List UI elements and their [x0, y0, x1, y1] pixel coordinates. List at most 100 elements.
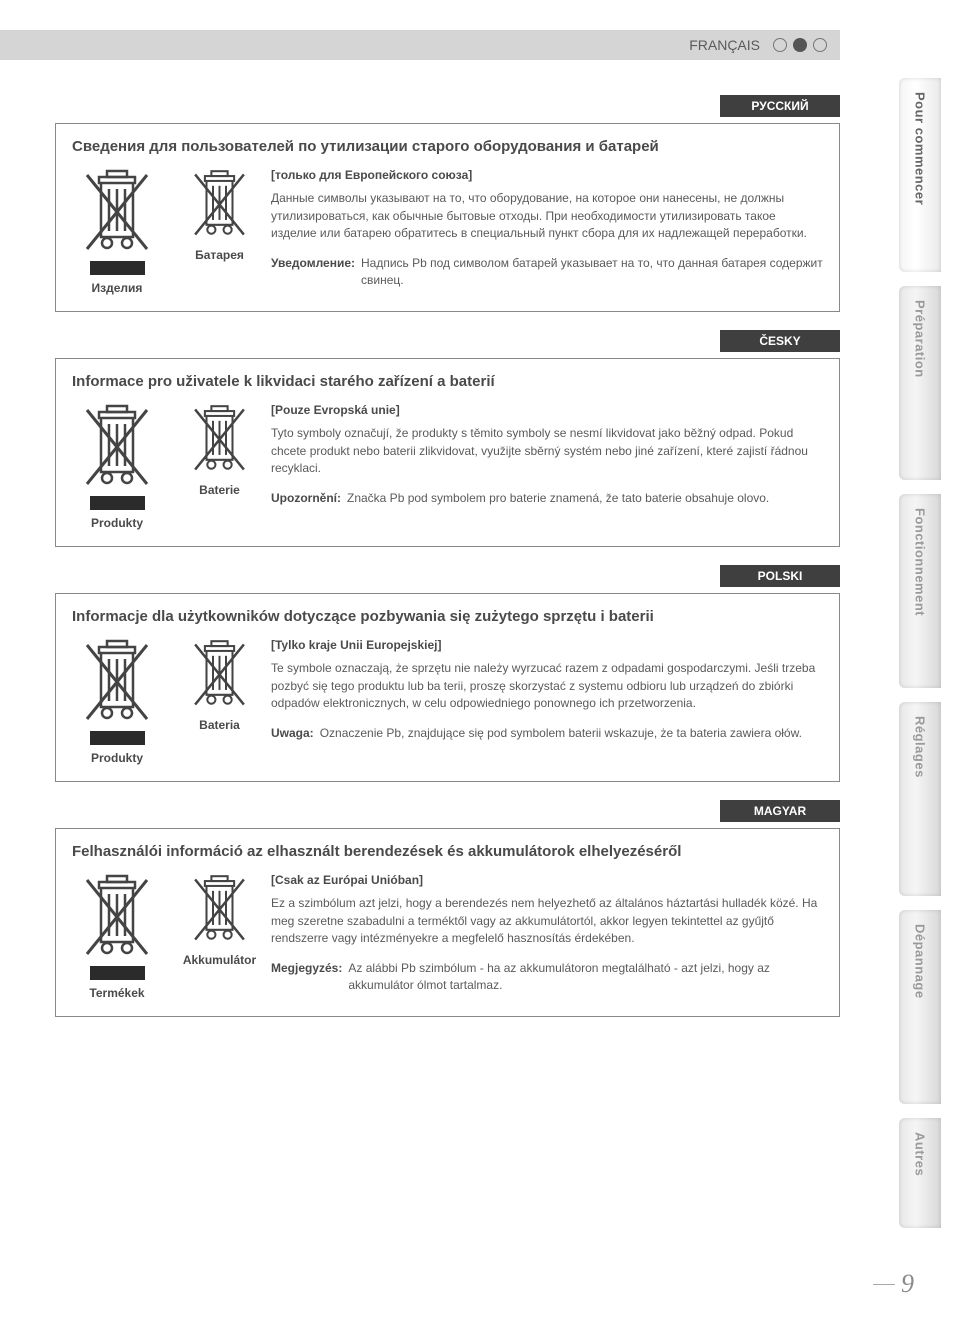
sidebar: Pour commencer Préparation Fonctionnemen…	[899, 78, 954, 1228]
body-text: Данные символы указывают на то, что обор…	[271, 190, 823, 242]
sub-heading: [Pouze Evropská unie]	[271, 402, 823, 419]
notice-row: Upozornění: Značka Pb pod symbolem pro b…	[271, 490, 823, 507]
header-language: FRANÇAIS	[689, 37, 760, 53]
pb-bar	[90, 261, 145, 275]
lang-badge-text: POLSKI	[720, 565, 840, 587]
crossed-bin-icon	[187, 872, 252, 947]
tab-preparation[interactable]: Préparation	[899, 286, 941, 480]
notice-label: Уведомление:	[271, 255, 355, 290]
section-russian: РУССКИЙ Сведения для пользователей по ут…	[55, 95, 840, 312]
tab-pour-commencer[interactable]: Pour commencer	[899, 78, 941, 272]
lang-badge: POLSKI	[55, 565, 840, 587]
body-text: Ez a szimbólum azt jelzi, hogy a berende…	[271, 895, 823, 947]
notice-text: Надпись Pb под символом батарей указывае…	[361, 255, 823, 290]
text-column: [Pouze Evropská unie] Tyto symboly označ…	[271, 402, 823, 530]
tab-label: Préparation	[913, 300, 928, 378]
sub-heading: [только для Европейского союза]	[271, 167, 823, 184]
text-column: [только для Европейского союза] Данные с…	[271, 167, 823, 295]
info-columns: Produkty Bateria [Tylko kraje Unii Europ…	[72, 637, 823, 765]
pb-bar	[90, 966, 145, 980]
crossed-bin-icon	[77, 637, 157, 727]
section-hungarian: MAGYAR Felhasználói információ az elhasz…	[55, 800, 840, 1017]
notice-text: Az alábbi Pb szimbólum - ha az akkumulát…	[348, 960, 823, 995]
bin-icons: Termékek Akkumulátor	[72, 872, 257, 1000]
info-columns: Produkty Baterie [Pouze Evropská unie] T…	[72, 402, 823, 530]
battery-label: Батарея	[195, 248, 244, 262]
lang-badge-text: РУССКИЙ	[720, 95, 840, 117]
notice-label: Megjegyzés:	[271, 960, 342, 995]
lang-badge: ČESKY	[55, 330, 840, 352]
page-number: 9	[901, 1269, 914, 1299]
battery-label: Baterie	[199, 483, 240, 497]
lang-badge: MAGYAR	[55, 800, 840, 822]
battery-bin: Bateria	[182, 637, 257, 765]
notice-row: Uwaga: Oznaczenie Pb, znajdujące się pod…	[271, 725, 823, 742]
section-polish: POLSKI Informacje dla użytkowników dotyc…	[55, 565, 840, 782]
info-box: Сведения для пользователей по утилизации…	[55, 123, 840, 312]
crossed-bin-icon	[187, 637, 252, 712]
tab-label: Fonctionnement	[913, 508, 928, 616]
product-label: Produkty	[91, 516, 143, 530]
battery-label: Akkumulátor	[183, 953, 256, 967]
tab-reglages[interactable]: Réglages	[899, 702, 941, 896]
info-box: Felhasználói információ az elhasznált be…	[55, 828, 840, 1017]
product-bin: Produkty	[72, 637, 162, 765]
lang-badge: РУССКИЙ	[55, 95, 840, 117]
battery-bin: Батарея	[182, 167, 257, 295]
product-label: Изделия	[92, 281, 143, 295]
tab-label: Autres	[913, 1132, 928, 1176]
bin-icons: Изделия Батарея	[72, 167, 257, 295]
product-bin: Termékek	[72, 872, 162, 1000]
product-bin: Изделия	[72, 167, 162, 295]
tab-depannage[interactable]: Dépannage	[899, 910, 941, 1104]
notice-text: Značka Pb pod symbolem pro baterie zname…	[347, 490, 769, 507]
info-box: Informacje dla użytkowników dotyczące po…	[55, 593, 840, 782]
notice-row: Уведомление: Надпись Pb под символом бат…	[271, 255, 823, 290]
tab-label: Pour commencer	[913, 92, 928, 205]
battery-bin: Akkumulátor	[182, 872, 257, 1000]
content-area: РУССКИЙ Сведения для пользователей по ут…	[55, 95, 840, 1035]
tab-fonctionnement[interactable]: Fonctionnement	[899, 494, 941, 688]
info-box: Informace pro uživatele k likvidaci star…	[55, 358, 840, 547]
body-text: Tyto symboly označují, že produkty s těm…	[271, 425, 823, 477]
info-title: Informacje dla użytkowników dotyczące po…	[72, 608, 823, 625]
sub-heading: [Tylko kraje Unii Europejskiej]	[271, 637, 823, 654]
product-label: Termékek	[89, 986, 144, 1000]
header-bar: FRANÇAIS	[0, 30, 840, 60]
tab-autres[interactable]: Autres	[899, 1118, 941, 1228]
body-text: Te symbole oznaczają, że sprzętu nie nal…	[271, 660, 823, 712]
lang-dot-2	[793, 38, 807, 52]
notice-label: Upozornění:	[271, 490, 341, 507]
battery-label: Bateria	[199, 718, 240, 732]
tab-label: Réglages	[913, 716, 928, 778]
text-column: [Csak az Európai Unióban] Ez a szimbólum…	[271, 872, 823, 1000]
bin-icons: Produkty Bateria	[72, 637, 257, 765]
tab-label: Dépannage	[913, 924, 928, 999]
info-title: Informace pro uživatele k likvidaci star…	[72, 373, 823, 390]
info-title: Felhasználói információ az elhasznált be…	[72, 843, 823, 860]
section-czech: ČESKY Informace pro uživatele k likvidac…	[55, 330, 840, 547]
crossed-bin-icon	[77, 872, 157, 962]
info-columns: Изделия Батарея [только для Европейского…	[72, 167, 823, 295]
info-title: Сведения для пользователей по утилизации…	[72, 138, 823, 155]
lang-badge-text: ČESKY	[720, 330, 840, 352]
notice-text: Oznaczenie Pb, znajdujące się pod symbol…	[320, 725, 802, 742]
battery-bin: Baterie	[182, 402, 257, 530]
notice-label: Uwaga:	[271, 725, 314, 742]
lang-badge-text: MAGYAR	[720, 800, 840, 822]
crossed-bin-icon	[187, 167, 252, 242]
product-bin: Produkty	[72, 402, 162, 530]
sub-heading: [Csak az Európai Unióban]	[271, 872, 823, 889]
bin-icons: Produkty Baterie	[72, 402, 257, 530]
lang-dot-1	[773, 38, 787, 52]
crossed-bin-icon	[77, 402, 157, 492]
info-columns: Termékek Akkumulátor [Csak az Európai Un…	[72, 872, 823, 1000]
crossed-bin-icon	[187, 402, 252, 477]
page-root: FRANÇAIS Pour commencer Préparation Fonc…	[0, 0, 954, 1339]
pb-bar	[90, 731, 145, 745]
text-column: [Tylko kraje Unii Europejskiej] Te symbo…	[271, 637, 823, 765]
crossed-bin-icon	[77, 167, 157, 257]
notice-row: Megjegyzés: Az alábbi Pb szimbólum - ha …	[271, 960, 823, 995]
product-label: Produkty	[91, 751, 143, 765]
pb-bar	[90, 496, 145, 510]
